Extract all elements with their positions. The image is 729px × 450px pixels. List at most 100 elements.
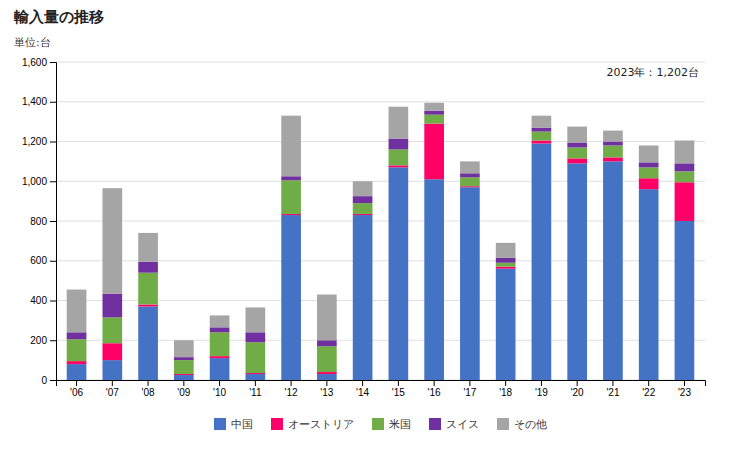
bar (639, 145, 659, 162)
y-tick-label: 600 (30, 255, 47, 266)
y-tick-mark (50, 261, 56, 262)
bar (174, 357, 194, 360)
x-tick-label: '07 (106, 387, 119, 398)
x-tick: '20 (571, 380, 584, 398)
bar (603, 131, 623, 142)
y-tick-label: 1,000 (22, 176, 47, 187)
bar (424, 111, 444, 115)
bar (317, 346, 337, 372)
x-tick-mark (541, 380, 542, 386)
x-tick-mark (291, 380, 292, 386)
x-tick-label: '11 (249, 387, 262, 398)
bar (639, 167, 659, 178)
legend-label: 米国 (389, 418, 411, 431)
bar (67, 364, 87, 380)
grid-line (56, 62, 705, 63)
bar (532, 143, 552, 380)
legend-item: スイス (429, 418, 479, 431)
legend-swatch (429, 418, 441, 430)
bar (210, 315, 230, 327)
legend: 中国オーストリア米国スイスその他 (214, 418, 547, 431)
legend-label: その他 (514, 418, 547, 431)
bar (138, 273, 158, 305)
legend-item: その他 (497, 418, 547, 431)
x-tick: '17 (463, 380, 476, 398)
x-tick-label: '20 (571, 387, 584, 398)
bar (281, 215, 301, 380)
x-tick-label: '09 (177, 387, 190, 398)
series (67, 115, 695, 374)
y-axis: 0 200 400 600 800 1,000 1,200 1,400 1,600 (22, 57, 57, 386)
bar (102, 360, 122, 380)
bar (460, 187, 480, 380)
bar (389, 149, 409, 165)
y-tick-label: 0 (41, 375, 47, 386)
x-tick-label: '22 (642, 387, 655, 398)
bar (281, 176, 301, 180)
x-tick-label: '14 (356, 387, 369, 398)
y-tick: 400 (30, 295, 56, 306)
bar (675, 221, 695, 380)
y-tick: 1,000 (22, 176, 56, 187)
x-tick-mark (255, 380, 256, 386)
bars (67, 103, 695, 380)
bar (532, 132, 552, 141)
x-tick-label: '17 (463, 387, 476, 398)
grid (56, 62, 705, 380)
bar (496, 263, 516, 267)
bar (532, 128, 552, 132)
bar (389, 139, 409, 150)
x-tick-label: '06 (70, 387, 83, 398)
x-tick: '12 (285, 380, 298, 398)
bar (174, 375, 194, 380)
grid-line (56, 101, 705, 102)
x-tick: '16 (428, 380, 441, 398)
legend-label: スイス (446, 418, 479, 431)
series (67, 124, 695, 375)
bar (138, 304, 158, 306)
series (67, 103, 695, 357)
bar (639, 178, 659, 189)
y-tick-mark (50, 340, 56, 341)
legend-swatch (271, 418, 283, 430)
bar (67, 339, 87, 361)
y-tick-mark (50, 62, 56, 63)
x-tick-mark (76, 380, 77, 386)
series (67, 143, 695, 380)
x-tick-mark (469, 380, 470, 386)
bar (532, 116, 552, 128)
bar (424, 103, 444, 111)
y-tick-label: 800 (30, 216, 47, 227)
bar (675, 171, 695, 182)
x-tick-mark (505, 380, 506, 386)
x-tick-mark (112, 380, 113, 386)
legend-swatch (497, 418, 509, 430)
x-tick-mark (362, 380, 363, 386)
bar (639, 189, 659, 380)
bar (639, 162, 659, 167)
bar (389, 165, 409, 167)
x-tick-label: '12 (285, 387, 298, 398)
bar (567, 147, 587, 158)
bar (281, 180, 301, 214)
chart: '06'07'08'09'10'11'12'13'14'15'16'17'18'… (0, 0, 729, 450)
x-tick-label: '18 (499, 387, 512, 398)
x-tick-mark (183, 380, 184, 386)
y-tick-label: 1,600 (22, 57, 47, 68)
bar (353, 181, 373, 196)
x-tick-label: '19 (535, 387, 548, 398)
bar (675, 141, 695, 164)
bar (567, 142, 587, 147)
bar (460, 173, 480, 177)
y-tick-label: 1,200 (22, 136, 47, 147)
bar (102, 294, 122, 318)
bar (424, 115, 444, 124)
bar (102, 317, 122, 343)
bar (67, 290, 87, 333)
bar (67, 361, 87, 364)
y-tick-label: 200 (30, 335, 47, 346)
y-tick-label: 1,400 (22, 96, 47, 107)
x-tick-label: '16 (428, 387, 441, 398)
y-tick-label: 400 (30, 295, 47, 306)
bar (532, 141, 552, 144)
